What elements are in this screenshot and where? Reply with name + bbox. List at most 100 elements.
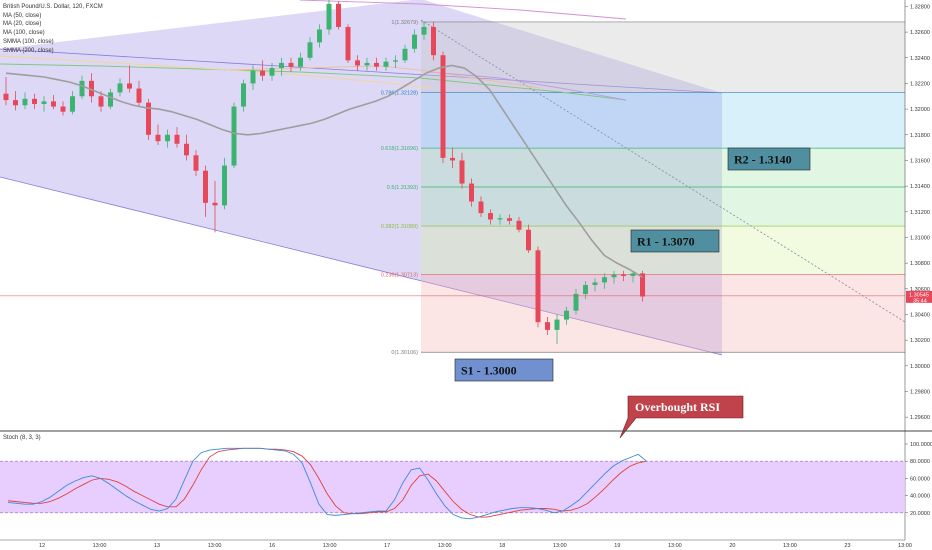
candle [412,29,417,53]
candle-body [488,213,493,220]
candle-body [326,3,332,30]
price-tick-label: 1.31800 [910,133,930,139]
time-tick-label: 13:00 [553,543,567,549]
price-tick-label: 1.30400 [910,312,930,318]
candle [450,147,455,169]
smma200-line [299,0,627,20]
candle-body [241,83,246,107]
candle [545,317,550,336]
candle-body [127,83,132,89]
fib-band [421,274,905,353]
candle [336,1,341,30]
candle [374,57,379,71]
candle-body [317,29,322,43]
candle-body [421,26,427,35]
candle [431,21,436,61]
candle-body [554,319,560,330]
r1-box-bg [630,229,720,253]
candle-body [526,229,531,251]
candle [507,214,512,225]
stoch-panel-label: Stoch (8, 3, 3) [3,435,41,441]
price-tick-label: 1.31600 [910,158,930,164]
candle-body [412,34,417,49]
candle-body [3,93,9,101]
legend-ma20: MA (20, close) [3,21,42,28]
candle-body [564,310,569,320]
candle-body [573,293,579,311]
candle [345,24,351,63]
candle-body [203,170,208,203]
candle [640,270,645,302]
candle-body [450,157,455,161]
stoch-tick-label: 80.0000 [910,459,930,465]
candle-body [51,101,56,107]
time-tick-label: 16 [269,543,275,549]
candle [269,62,275,81]
dotted-trendline [420,19,906,323]
candle [440,51,446,164]
candle [478,196,484,217]
current-price-value: 1.30545 [909,292,929,298]
candle [79,75,85,99]
s1-box: S1 - 1.3000 [454,358,554,382]
candle-body [431,26,436,56]
candle-body [345,26,351,61]
rsi-callout-bg [619,395,744,439]
legend-ma100: MA (100, close) [3,30,45,37]
candle [279,57,284,76]
candle-body [611,274,617,278]
stoch-band [0,461,905,513]
candle [60,101,66,116]
candle [165,129,170,148]
candle [573,288,579,315]
candle [32,93,37,110]
fib-level-label: 0.786(1.32128) [381,91,418,97]
candle-body [364,62,370,66]
candle [592,278,598,292]
candle-body [440,55,446,158]
fib-band [421,187,905,227]
price-tick-label: 1.32000 [910,107,930,113]
candle-body [155,134,161,142]
candle [13,91,18,111]
candle [146,98,151,140]
candle-body [374,62,379,67]
candle [193,150,199,176]
ma50-line [5,64,643,278]
rsi-callout-text: Overbought RSI [635,400,720,414]
candle-body [165,134,170,142]
candle [89,73,94,103]
price-tick-label: 1.29800 [910,389,930,395]
candle-body [355,60,360,66]
candle-body [478,201,484,214]
candle-body [516,220,522,230]
s1-box-text: S1 - 1.3000 [461,364,517,378]
candle-body [535,250,541,323]
candle [136,80,142,107]
candle-body [507,218,512,221]
legend-ma50: MA (50, close) [3,12,42,19]
ma100-right-line [429,71,627,101]
bar-countdown: 35:44 [913,298,927,304]
candle-body [307,42,313,58]
candle [41,96,47,112]
time-tick-label: 13:00 [208,543,222,549]
candle [22,92,28,110]
candle [174,127,180,148]
price-tick-label: 1.29600 [910,415,930,421]
time-tick-label: 13:00 [323,543,337,549]
candle-body [212,202,218,206]
candle-body [184,143,189,156]
candle-body [393,60,398,62]
candle-body [383,61,389,67]
candle-body [222,165,227,206]
stoch-d-line [7,447,647,518]
candle-body [13,100,18,106]
candle [260,60,265,81]
candle [469,178,474,207]
candle [250,65,256,90]
smma100-line [0,63,627,101]
candle-body [174,134,180,144]
candle-body [288,62,294,67]
